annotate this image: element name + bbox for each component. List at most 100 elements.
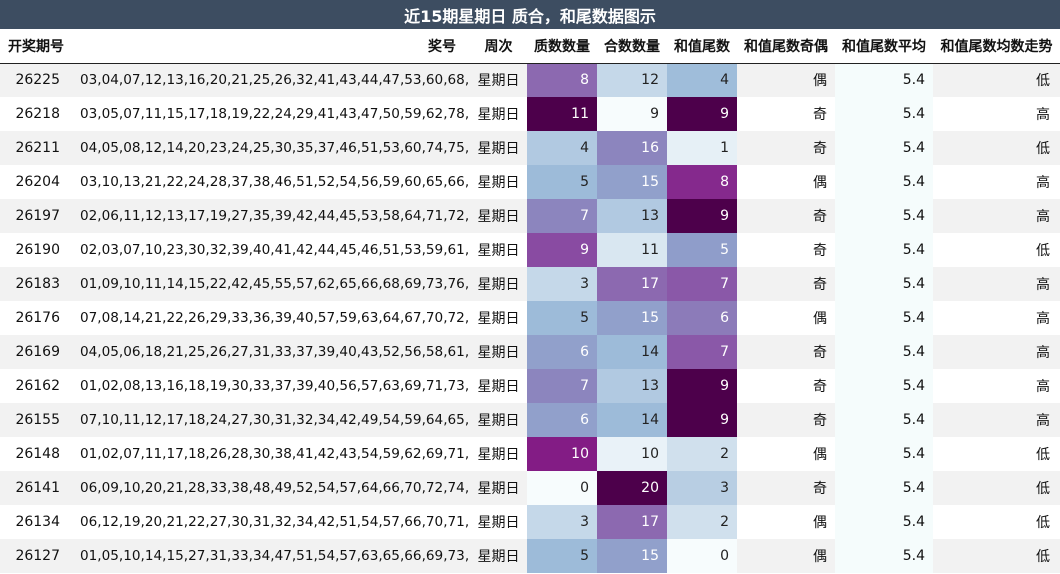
week-cell: 星期日 xyxy=(470,199,527,233)
tail-average-cell: 5.4 xyxy=(835,471,933,505)
column-header-tail-parity[interactable]: 和值尾数奇偶 xyxy=(737,29,835,64)
header-row: 开奖期号 奖号 周次 质数数量 合数数量 和值尾数 和值尾数奇偶 和值尾数平均 … xyxy=(0,29,1060,64)
tail-parity-cell: 奇 xyxy=(813,107,827,123)
composite-count-cell: 13 xyxy=(597,199,667,233)
numbers-cell: 03,10,13,21,22,24,28,37,38,46,51,52,54,5… xyxy=(80,174,470,190)
tail-average-cell: 5.4 xyxy=(835,233,933,267)
numbers-cell: 04,05,06,18,21,25,26,27,31,33,37,39,40,4… xyxy=(70,335,470,369)
composite-count-cell: 13 xyxy=(597,369,667,403)
numbers-cell: 03,05,07,11,15,17,18,19,22,24,29,41,43,4… xyxy=(80,106,470,122)
tail-average-cell: 5.4 xyxy=(835,131,933,165)
table-row: 26176 07,08,14,21,22,26,29,33,36,39,40,57… xyxy=(0,301,1060,335)
numbers-cell: 06,09,10,20,21,28,33,38,48,49,52,54,57,6… xyxy=(70,471,470,505)
issue-cell: 26155 xyxy=(0,403,70,437)
sum-tail-cell: 1 xyxy=(667,131,737,165)
tail-trend-cell: 高 xyxy=(933,335,1060,369)
tail-parity-cell: 奇 xyxy=(737,199,835,233)
week-cell: 星期日 xyxy=(477,515,520,531)
composite-count-cell: 12 xyxy=(597,63,667,97)
numbers-cell: 03,04,07,12,13,16,20,21,25,26,32,41,43,4… xyxy=(70,63,470,97)
sum-tail-cell: 9 xyxy=(667,403,737,437)
table-row: 26190 02,03,07,10,23,30,32,39,40,41,42,44… xyxy=(0,233,1060,267)
numbers-cell: 04,05,08,12,14,20,23,24,25,30,35,37,46,5… xyxy=(70,131,470,165)
tail-trend-cell: 低 xyxy=(933,471,1060,505)
column-header-issue[interactable]: 开奖期号 xyxy=(0,29,70,64)
tail-parity-cell: 奇 xyxy=(737,131,835,165)
tail-average-cell: 5.4 xyxy=(835,369,933,403)
week-cell: 星期日 xyxy=(477,175,520,191)
numbers-cell: 01,02,07,11,17,18,26,28,30,38,41,42,43,5… xyxy=(80,446,470,462)
table-row: 26141 06,09,10,20,21,28,33,38,48,49,52,54… xyxy=(0,471,1060,505)
issue-cell: 26176 xyxy=(15,310,60,326)
prime-count-cell: 11 xyxy=(527,97,597,131)
composite-count-cell: 14 xyxy=(597,403,667,437)
sum-tail-cell: 5 xyxy=(667,233,737,267)
column-header-prime-count[interactable]: 质数数量 xyxy=(527,29,597,64)
composite-count-cell: 15 xyxy=(597,539,667,573)
tail-average-cell: 5.4 xyxy=(835,199,933,233)
tail-trend-cell: 低 xyxy=(1036,447,1050,463)
tail-parity-cell: 奇 xyxy=(737,471,835,505)
issue-cell: 26190 xyxy=(15,242,60,258)
issue-cell: 26169 xyxy=(0,335,70,369)
table-title: 近15期星期日 质合，和尾数据图示 xyxy=(0,0,1060,29)
numbers-cell: 01,09,10,11,14,15,22,42,45,55,57,62,65,6… xyxy=(70,267,470,301)
prime-count-cell: 5 xyxy=(527,165,597,199)
composite-count-cell: 15 xyxy=(597,165,667,199)
table-row: 26155 07,10,11,12,17,18,24,27,30,31,32,34… xyxy=(0,403,1060,437)
table-row: 26134 06,12,19,20,21,22,27,30,31,32,34,42… xyxy=(0,505,1060,539)
tail-parity-cell: 奇 xyxy=(737,335,835,369)
week-cell: 星期日 xyxy=(477,311,520,327)
table-row: 26225 03,04,07,12,13,16,20,21,25,26,32,41… xyxy=(0,63,1060,97)
column-header-sum-tail[interactable]: 和值尾数 xyxy=(667,29,737,64)
table-row: 26127 01,05,10,14,15,27,31,33,34,47,51,54… xyxy=(0,539,1060,573)
column-header-numbers[interactable]: 奖号 xyxy=(70,29,470,64)
table-row: 26162 01,02,08,13,16,18,19,30,33,37,39,40… xyxy=(0,369,1060,403)
composite-count-cell: 16 xyxy=(597,131,667,165)
tail-average-cell: 5.4 xyxy=(835,403,933,437)
tail-average-cell: 5.4 xyxy=(835,267,933,301)
tail-average-cell: 5.4 xyxy=(835,437,933,471)
issue-cell: 26183 xyxy=(0,267,70,301)
sum-tail-cell: 4 xyxy=(667,63,737,97)
column-header-week[interactable]: 周次 xyxy=(470,29,527,64)
tail-trend-cell: 高 xyxy=(1036,311,1050,327)
issue-cell: 26211 xyxy=(0,131,70,165)
prime-count-cell: 10 xyxy=(527,437,597,471)
table-row: 26211 04,05,08,12,14,20,23,24,25,30,35,37… xyxy=(0,131,1060,165)
column-header-composite-count[interactable]: 合数数量 xyxy=(597,29,667,64)
issue-cell: 26225 xyxy=(0,63,70,97)
issue-cell: 26141 xyxy=(0,471,70,505)
sum-tail-cell: 0 xyxy=(667,539,737,573)
prime-count-cell: 7 xyxy=(527,199,597,233)
prime-count-cell: 3 xyxy=(527,505,597,539)
table-row: 26197 02,06,11,12,13,17,19,27,35,39,42,44… xyxy=(0,199,1060,233)
composite-count-cell: 17 xyxy=(597,267,667,301)
tail-trend-cell: 高 xyxy=(933,267,1060,301)
sum-tail-cell: 2 xyxy=(667,437,737,471)
tail-average-cell: 5.4 xyxy=(835,335,933,369)
issue-cell: 26148 xyxy=(15,446,60,462)
numbers-cell: 06,12,19,20,21,22,27,30,31,32,34,42,51,5… xyxy=(80,514,470,530)
tail-parity-cell: 偶 xyxy=(737,63,835,97)
column-header-tail-trend[interactable]: 和值尾数均数走势 xyxy=(933,29,1060,64)
tail-average-cell: 5.4 xyxy=(835,97,933,131)
tail-parity-cell: 奇 xyxy=(737,403,835,437)
sum-tail-cell: 8 xyxy=(667,165,737,199)
week-cell: 星期日 xyxy=(477,107,520,123)
sum-tail-cell: 7 xyxy=(667,267,737,301)
column-header-tail-average[interactable]: 和值尾数平均 xyxy=(835,29,933,64)
issue-cell: 26197 xyxy=(0,199,70,233)
tail-average-cell: 5.4 xyxy=(835,505,933,539)
table-row: 26169 04,05,06,18,21,25,26,27,31,33,37,39… xyxy=(0,335,1060,369)
tail-parity-cell: 偶 xyxy=(813,311,827,327)
tail-trend-cell: 低 xyxy=(1036,243,1050,259)
composite-count-cell: 15 xyxy=(597,301,667,335)
composite-count-cell: 10 xyxy=(597,437,667,471)
issue-cell: 26127 xyxy=(0,539,70,573)
numbers-cell: 01,02,08,13,16,18,19,30,33,37,39,40,56,5… xyxy=(80,378,470,394)
week-cell: 星期日 xyxy=(477,379,520,395)
composite-count-cell: 14 xyxy=(597,335,667,369)
issue-cell: 26162 xyxy=(15,378,60,394)
prime-count-cell: 6 xyxy=(527,403,597,437)
